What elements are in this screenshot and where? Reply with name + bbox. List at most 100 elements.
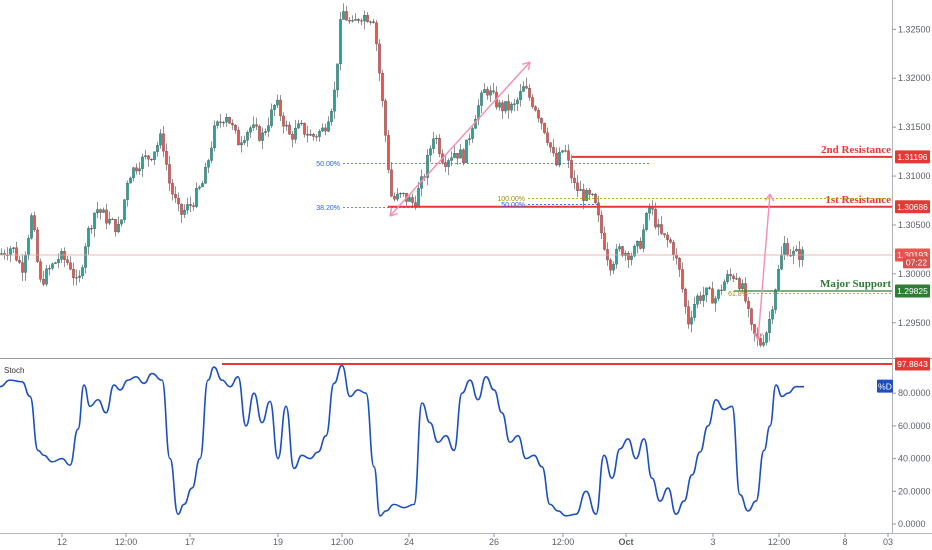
price-axis[interactable]: 1.32500 1.32000 1.31500 1.31000 1.30500 1.300…	[892, 24, 931, 328]
candle-body	[237, 130, 240, 146]
candle-body	[528, 88, 531, 98]
fib-label: 50.00%	[501, 202, 525, 209]
candle-body	[504, 101, 507, 112]
candle-body	[165, 151, 168, 165]
candle-body	[462, 149, 465, 163]
candle-body	[573, 177, 576, 184]
time-tick-label: Oct	[618, 537, 633, 547]
candle-body	[135, 167, 138, 172]
level-name-label: 1st Resistance	[825, 194, 891, 206]
candle-body	[9, 248, 12, 256]
arrow-head	[522, 61, 531, 65]
candle-body	[114, 219, 117, 233]
arrow-head	[753, 332, 759, 341]
candle-body	[51, 263, 54, 269]
candle-body	[792, 250, 795, 256]
candle-body	[579, 189, 582, 191]
candle-body	[294, 127, 297, 140]
candle-body	[168, 164, 171, 184]
candle-body	[642, 229, 645, 249]
level-price-tag	[895, 200, 930, 214]
candle-body	[645, 213, 648, 230]
candle-body	[24, 255, 27, 273]
candle-body	[582, 189, 585, 201]
price-panel[interactable]: 2nd Resistance 1.31196 1st Resistance 1.306…	[0, 3, 930, 348]
candle-body	[159, 133, 162, 146]
candle-body	[663, 233, 666, 236]
candle-body	[666, 234, 669, 240]
candle-body	[612, 264, 615, 271]
candle-body	[201, 183, 204, 188]
time-axis[interactable]: 12 12:00 17 19 12:00 24 26 12:00 Oct 3 12:00 8 03	[57, 533, 893, 547]
candle-body	[87, 228, 90, 247]
level-price-label: 1.30686	[897, 202, 928, 212]
time-tick-label: 8	[842, 537, 847, 547]
candle-body	[591, 193, 594, 195]
level-price-label: 1.29825	[897, 286, 928, 296]
candle-body	[711, 288, 714, 304]
time-tick-label: 19	[273, 537, 283, 547]
candle-body	[375, 22, 378, 45]
candle-body	[261, 132, 264, 141]
candles	[0, 3, 804, 348]
candle-body	[219, 121, 222, 123]
candle-body	[759, 338, 762, 346]
candle-body	[774, 289, 777, 310]
stoch-title: Stoch	[4, 366, 24, 375]
candle-body	[681, 269, 684, 290]
candle-body	[312, 133, 315, 137]
candle-body	[411, 197, 414, 203]
candle-body	[288, 124, 291, 135]
candle-body	[366, 15, 369, 23]
candle-body	[522, 86, 525, 92]
stoch-axis[interactable]: 80.0000 60.0000 40.0000 20.0000 0.0000	[892, 388, 931, 529]
candle-body	[183, 209, 186, 215]
candle-body	[693, 304, 696, 318]
candle-body	[603, 232, 606, 250]
candle-body	[258, 126, 261, 141]
candle-body	[252, 124, 255, 128]
candle-body	[429, 148, 432, 156]
candle-body	[765, 332, 768, 343]
candle-body	[798, 248, 801, 260]
candle-body	[378, 43, 381, 74]
candle-body	[690, 317, 693, 325]
candle-body	[558, 151, 561, 166]
candle-body	[108, 218, 111, 224]
fib-label: 50.00%	[316, 161, 340, 168]
candle-body	[720, 289, 723, 291]
time-tick-label: 12:00	[552, 537, 575, 547]
candle-body	[534, 106, 537, 111]
candle-body	[726, 274, 729, 283]
candle-body	[426, 154, 429, 178]
candle-body	[399, 193, 402, 195]
candle-body	[561, 150, 564, 153]
candle-body	[459, 149, 462, 159]
time-tick-label: 24	[404, 537, 414, 547]
candle-body	[702, 294, 705, 301]
candle-body	[783, 243, 786, 255]
candle-body	[588, 190, 591, 195]
candle-body	[141, 156, 144, 169]
stoch-panel[interactable]: Stoch 97.8843 %D	[0, 357, 930, 517]
candle-body	[546, 132, 549, 143]
time-tick-label: 26	[489, 537, 499, 547]
candle-body	[624, 252, 627, 256]
candle-body	[468, 138, 471, 141]
candle-body	[57, 259, 60, 263]
candle-body	[369, 21, 372, 23]
candle-body	[36, 229, 39, 262]
candle-body	[465, 139, 468, 163]
candle-body	[555, 152, 558, 166]
candle-body	[144, 155, 147, 158]
candle-body	[99, 209, 102, 213]
candle-body	[117, 223, 120, 233]
candle-body	[687, 306, 690, 325]
candle-body	[450, 157, 453, 161]
candle-body	[678, 258, 681, 270]
candle-body	[204, 167, 207, 184]
candle-body	[273, 105, 276, 110]
candle-body	[249, 127, 252, 133]
candle-body	[414, 202, 417, 207]
